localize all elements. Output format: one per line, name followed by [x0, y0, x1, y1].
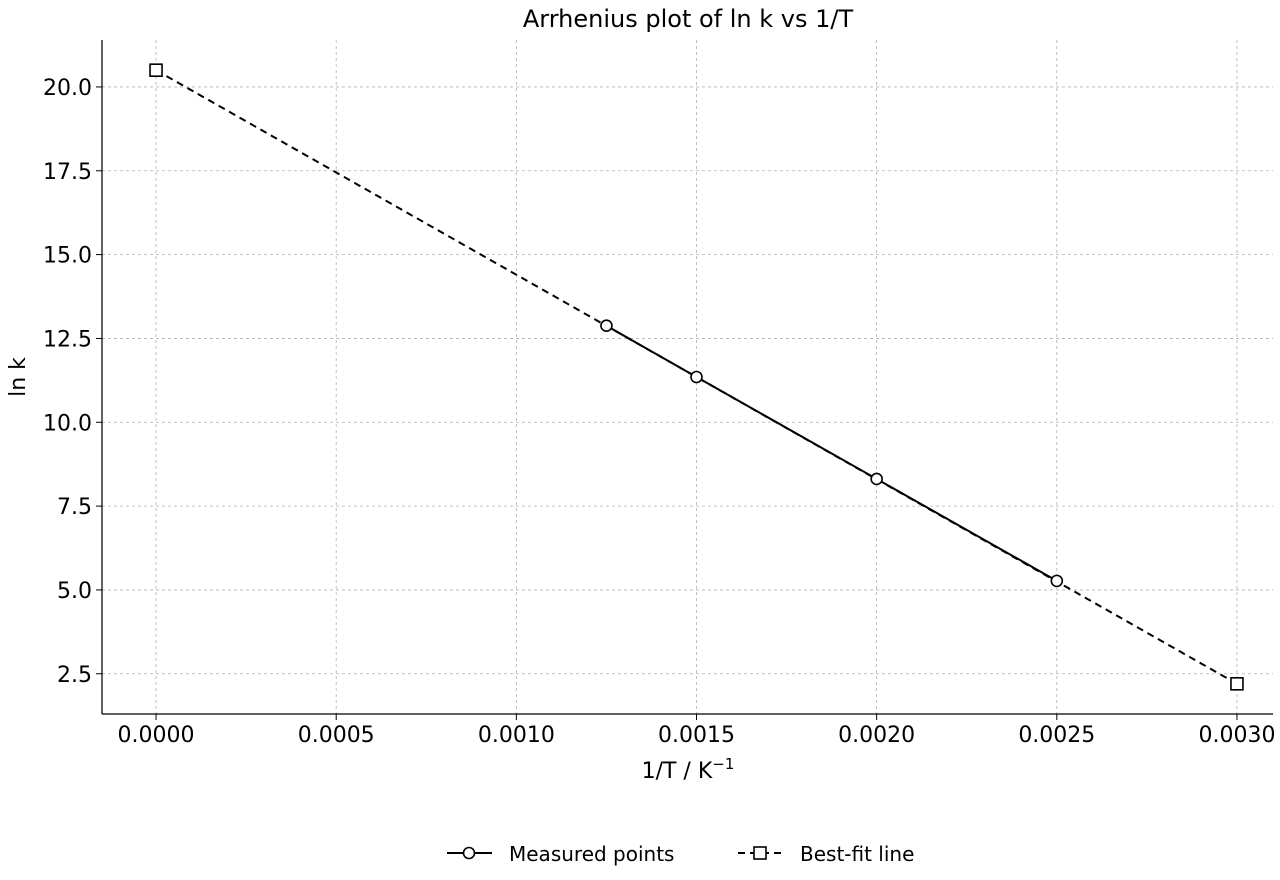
x-tick-label: 0.0020 — [838, 723, 915, 748]
chart-title: Arrhenius plot of ln k vs 1/T — [523, 5, 854, 33]
series-layer — [149, 63, 1244, 691]
best-fit-endpoint — [1230, 677, 1244, 691]
grid-layer — [102, 40, 1273, 714]
measured-point — [690, 370, 703, 384]
y-tick-label: 7.5 — [57, 495, 92, 520]
y-tick-label: 15.0 — [43, 244, 92, 269]
x-tick-label: 0.0000 — [118, 723, 195, 748]
y-tick-label: 12.5 — [43, 327, 92, 352]
legend-measured-marker — [462, 846, 476, 860]
y-tick-label: 17.5 — [43, 160, 92, 185]
measured-point — [870, 472, 883, 486]
x-tick-label: 0.0005 — [298, 723, 375, 748]
x-axis-label-exponent: −1 — [712, 755, 734, 773]
best-fit-endpoint — [149, 63, 163, 77]
x-tick-label: 0.0010 — [478, 723, 555, 748]
measured-point — [1050, 574, 1064, 588]
y-tick-label: 2.5 — [57, 663, 92, 688]
x-tick-label: 0.0030 — [1198, 723, 1275, 748]
legend: Measured points Best-fit line — [447, 842, 914, 866]
y-tick-label: 20.0 — [43, 76, 92, 101]
legend-measured-label: Measured points — [509, 842, 674, 866]
measured-series-line — [605, 324, 1058, 582]
x-axis-label: 1/T / K−1 — [642, 755, 735, 784]
axes-layer — [101, 40, 1273, 715]
y-tick-label: 5.0 — [57, 579, 92, 604]
legend-fit-marker — [753, 846, 767, 860]
measured-point — [600, 319, 613, 332]
x-tick-label: 0.0015 — [658, 723, 735, 748]
x-axis-label-base: 1/T / K — [642, 759, 713, 784]
ticks-layer: 0.0000 0.0005 0.0010 0.0015 0.0020 0.0025 0.00… — [43, 76, 1275, 748]
y-tick-label: 10.0 — [43, 411, 92, 436]
legend-fit-label: Best-fit line — [800, 842, 914, 866]
y-axis-label: ln k — [6, 357, 31, 397]
x-tick-label: 0.0025 — [1018, 723, 1095, 748]
